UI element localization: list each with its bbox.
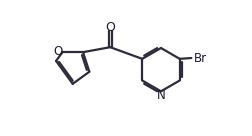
Text: Br: Br — [194, 52, 207, 64]
Text: N: N — [156, 89, 165, 103]
Text: O: O — [53, 44, 62, 58]
Text: O: O — [105, 21, 115, 34]
